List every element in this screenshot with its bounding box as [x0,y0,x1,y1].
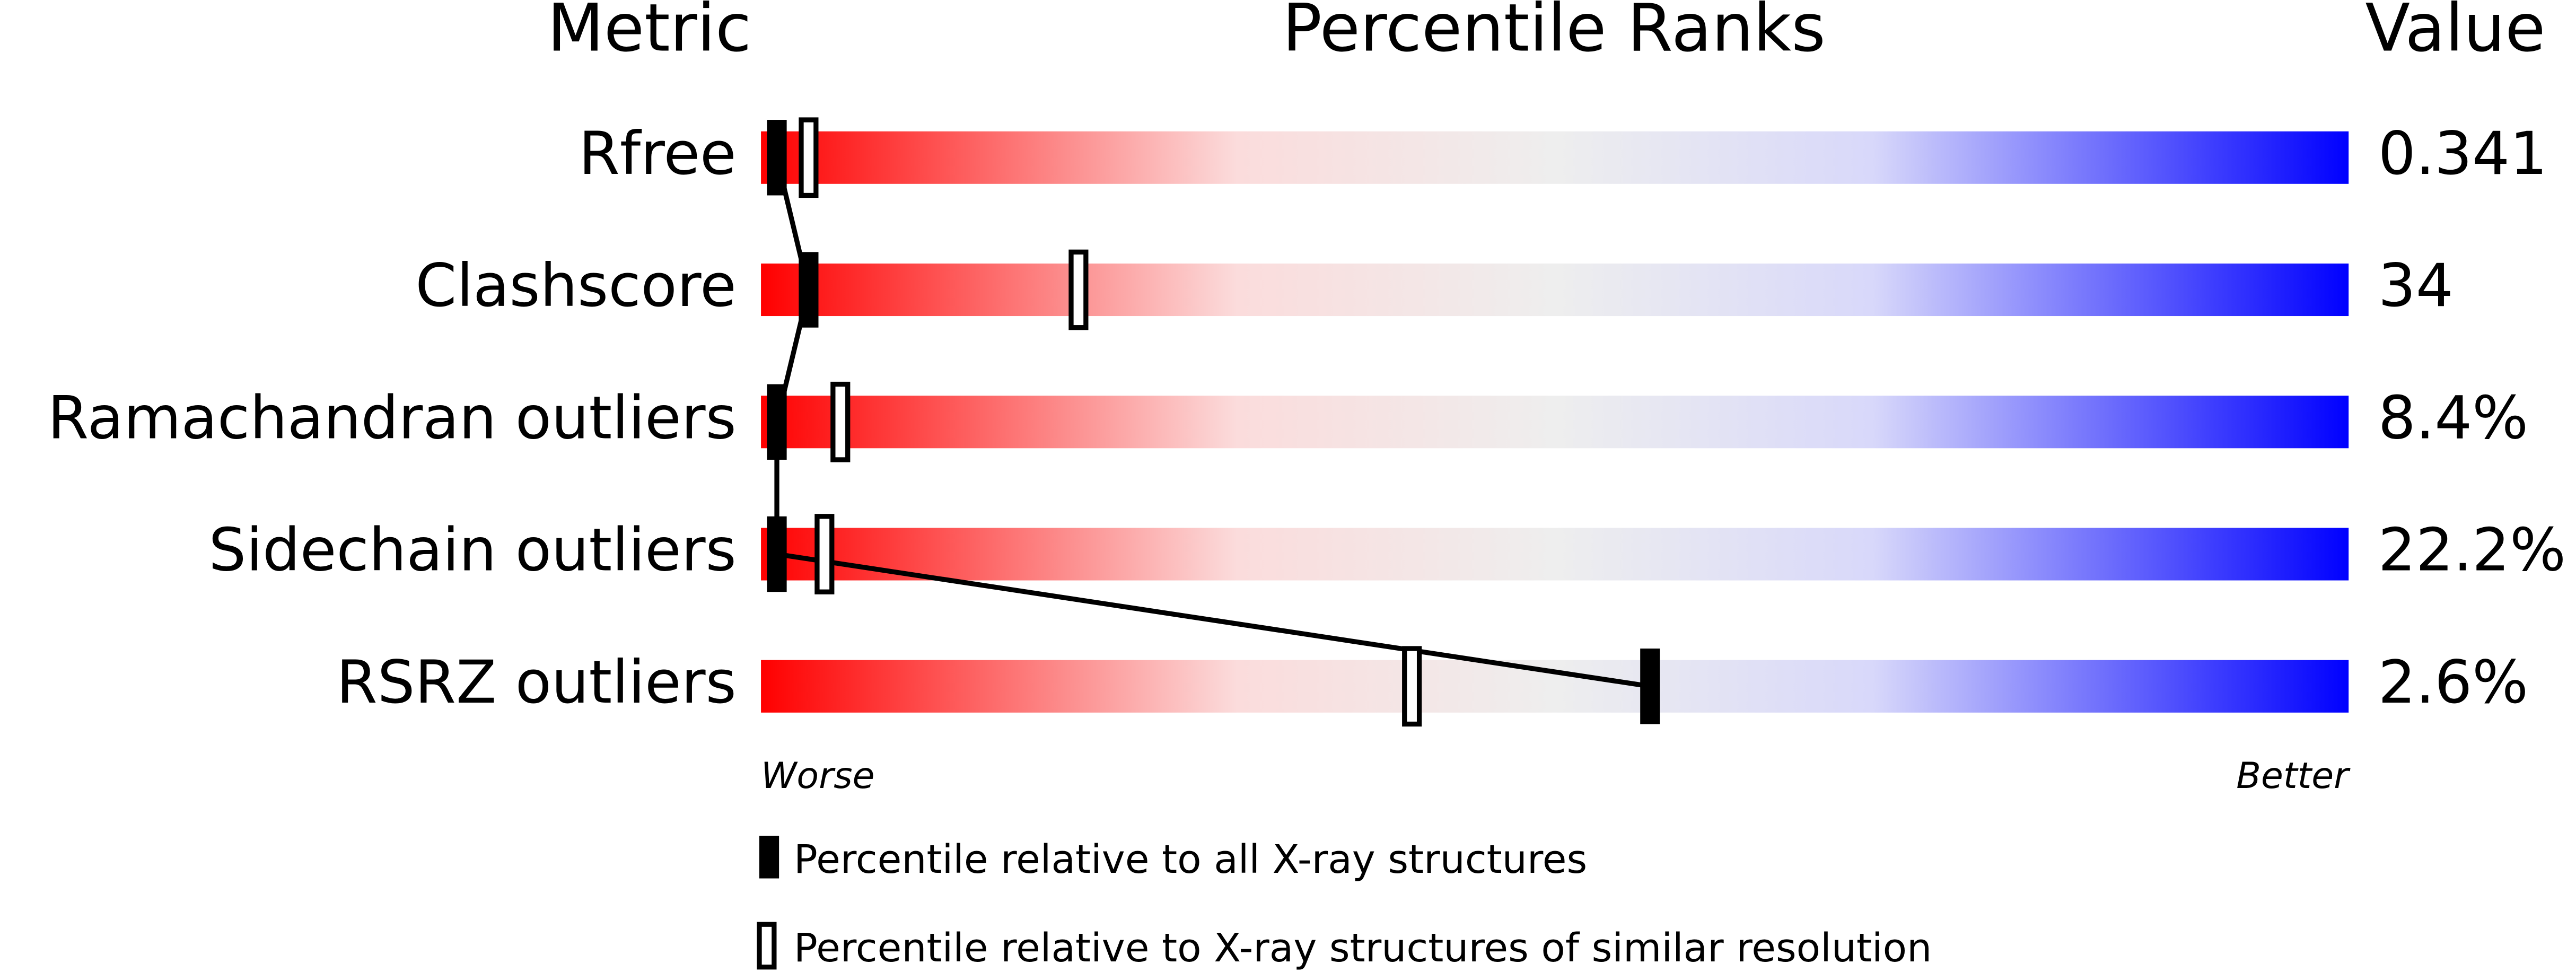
slider-bar [761,131,2349,184]
similar-resolution-marker [1402,646,1422,727]
all-structures-marker [1640,649,1660,724]
axis-label: Better [2236,755,2351,797]
similar-resolution-marker [1068,249,1089,330]
similar-resolution-marker [830,381,851,462]
all-structures-marker [767,120,787,196]
legend-swatch [759,836,779,879]
slider-bar [761,396,2349,449]
similar-resolution-marker [799,117,819,198]
metric-label: Sidechain outliers [208,516,736,585]
all-structures-marker [799,252,819,328]
metric-value: 2.6% [2378,649,2528,717]
column-header: Metric [547,0,751,67]
legend-label: Percentile relative to all X-ray structu… [794,836,1587,882]
metric-value: 8.4% [2378,384,2528,452]
metric-value: 22.2% [2378,516,2566,585]
column-header: Percentile Ranks [1282,0,1825,67]
axis-label: Worse [761,755,874,797]
similar-resolution-marker [814,514,835,594]
metric-value: 0.341 [2378,120,2547,188]
metric-label: Rfree [579,120,736,188]
all-structures-marker [767,384,787,460]
slider-bar [761,263,2349,317]
slider-bar [761,660,2349,713]
metric-value: 34 [2378,252,2454,320]
legend-label: Percentile relative to X-ray structures … [794,925,1932,971]
slider-bar [761,528,2349,581]
metric-label: RSRZ outliers [336,649,736,717]
metric-label: Ramachandran outliers [48,384,737,452]
legend-swatch [757,922,777,970]
column-header: Value [2365,0,2545,67]
metric-label: Clashscore [415,252,736,320]
all-structures-marker [767,516,787,592]
